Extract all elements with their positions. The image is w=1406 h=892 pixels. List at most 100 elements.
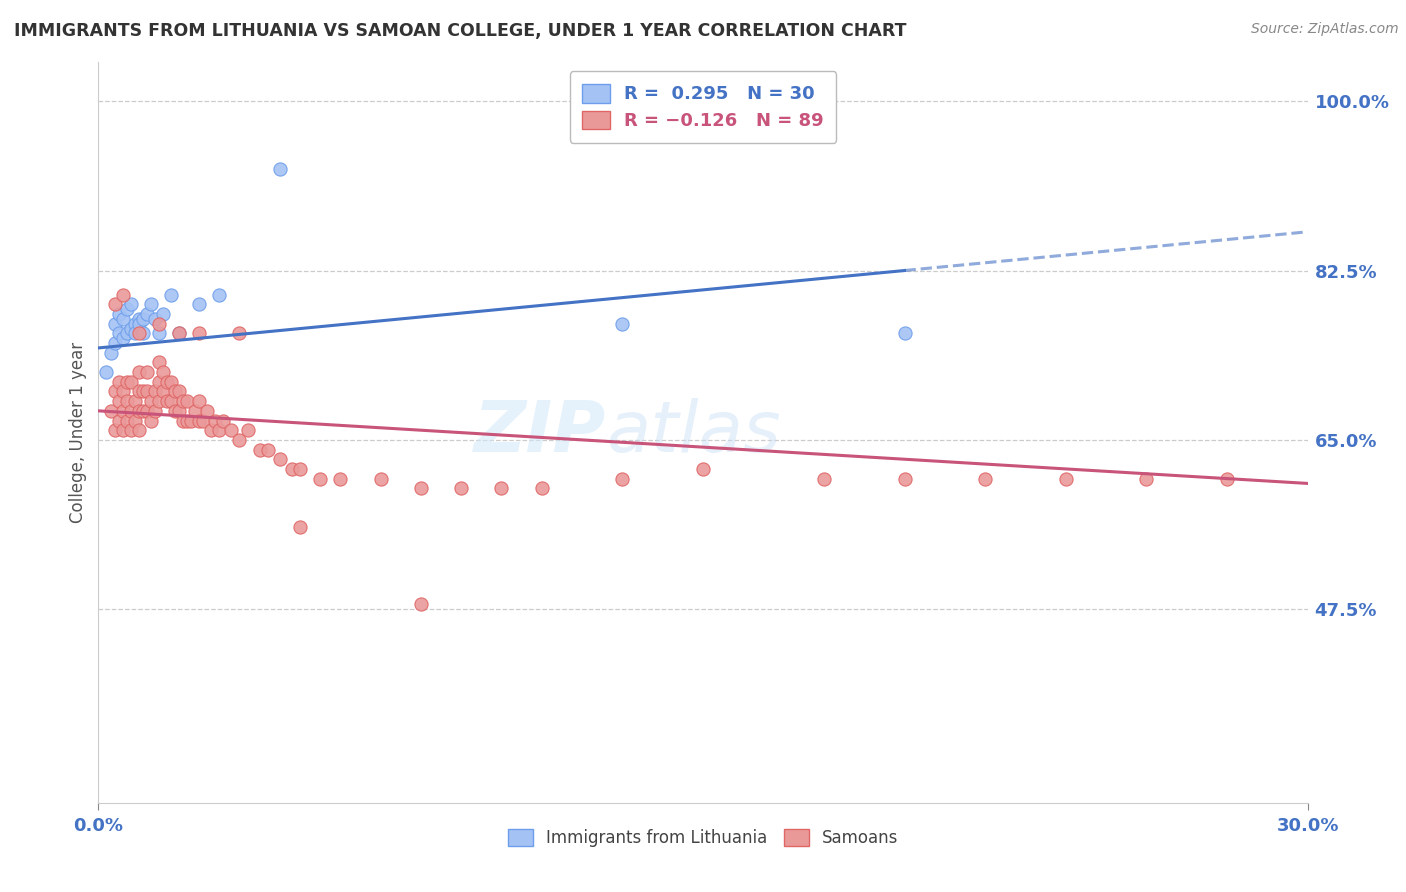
Point [148, 326, 170, 341]
Point [172, 413, 194, 427]
Point [139, 394, 162, 409]
Point [120, 404, 142, 418]
Point [309, 472, 332, 486]
Point [893, 326, 915, 341]
Point [188, 297, 211, 311]
Point [813, 472, 835, 486]
Point [160, 287, 183, 301]
Point [228, 433, 250, 447]
Point [107, 307, 129, 321]
Point [491, 481, 513, 495]
Point [288, 520, 311, 534]
Point [96, 365, 118, 379]
Point [111, 404, 134, 418]
Point [180, 413, 202, 427]
Point [124, 394, 146, 409]
Point [236, 423, 259, 437]
Point [176, 413, 198, 427]
Point [120, 375, 142, 389]
Point [143, 312, 166, 326]
Text: Source: ZipAtlas.com: Source: ZipAtlas.com [1251, 22, 1399, 37]
Point [167, 384, 190, 399]
Point [107, 413, 129, 427]
Y-axis label: College, Under 1 year: College, Under 1 year [69, 342, 87, 524]
Point [115, 394, 138, 409]
Point [1135, 472, 1157, 486]
Point [281, 462, 304, 476]
Point [115, 302, 138, 317]
Point [249, 442, 271, 457]
Point [167, 404, 190, 418]
Point [156, 394, 179, 409]
Point [132, 326, 155, 341]
Point [221, 423, 243, 437]
Point [329, 472, 352, 486]
Point [228, 326, 250, 341]
Point [103, 297, 125, 311]
Point [132, 384, 155, 399]
Point [107, 394, 129, 409]
Point [111, 423, 134, 437]
Point [409, 598, 432, 612]
Point [1216, 472, 1239, 486]
Text: IMMIGRANTS FROM LITHUANIA VS SAMOAN COLLEGE, UNDER 1 YEAR CORRELATION CHART: IMMIGRANTS FROM LITHUANIA VS SAMOAN COLL… [14, 22, 907, 40]
Point [974, 472, 997, 486]
Point [120, 423, 142, 437]
Point [269, 452, 291, 467]
Point [103, 336, 125, 351]
Point [143, 384, 166, 399]
Point [115, 326, 138, 341]
Point [612, 472, 634, 486]
Point [115, 375, 138, 389]
Point [111, 384, 134, 399]
Point [208, 287, 231, 301]
Legend: Immigrants from Lithuania, Samoans: Immigrants from Lithuania, Samoans [501, 822, 905, 854]
Point [143, 404, 166, 418]
Point [128, 312, 150, 326]
Point [111, 331, 134, 345]
Point [107, 326, 129, 341]
Point [128, 317, 150, 331]
Point [530, 481, 553, 495]
Point [139, 413, 162, 427]
Point [167, 326, 190, 341]
Point [100, 345, 122, 359]
Point [124, 326, 146, 341]
Point [288, 462, 311, 476]
Point [135, 307, 157, 321]
Point [139, 297, 162, 311]
Point [135, 404, 157, 418]
Point [111, 312, 134, 326]
Point [128, 365, 150, 379]
Point [135, 365, 157, 379]
Point [160, 375, 183, 389]
Point [370, 472, 392, 486]
Point [124, 317, 146, 331]
Point [132, 404, 155, 418]
Point [1054, 472, 1077, 486]
Point [156, 375, 179, 389]
Point [148, 317, 170, 331]
Point [100, 404, 122, 418]
Point [103, 423, 125, 437]
Point [195, 404, 218, 418]
Point [148, 394, 170, 409]
Point [409, 481, 432, 495]
Point [111, 287, 134, 301]
Point [200, 423, 222, 437]
Point [692, 462, 714, 476]
Point [128, 423, 150, 437]
Point [212, 413, 235, 427]
Point [184, 404, 207, 418]
Point [120, 297, 142, 311]
Point [132, 312, 155, 326]
Point [152, 307, 174, 321]
Point [188, 326, 211, 341]
Point [135, 384, 157, 399]
Point [103, 317, 125, 331]
Point [148, 375, 170, 389]
Point [612, 317, 634, 331]
Point [128, 384, 150, 399]
Point [120, 321, 142, 335]
Point [128, 404, 150, 418]
